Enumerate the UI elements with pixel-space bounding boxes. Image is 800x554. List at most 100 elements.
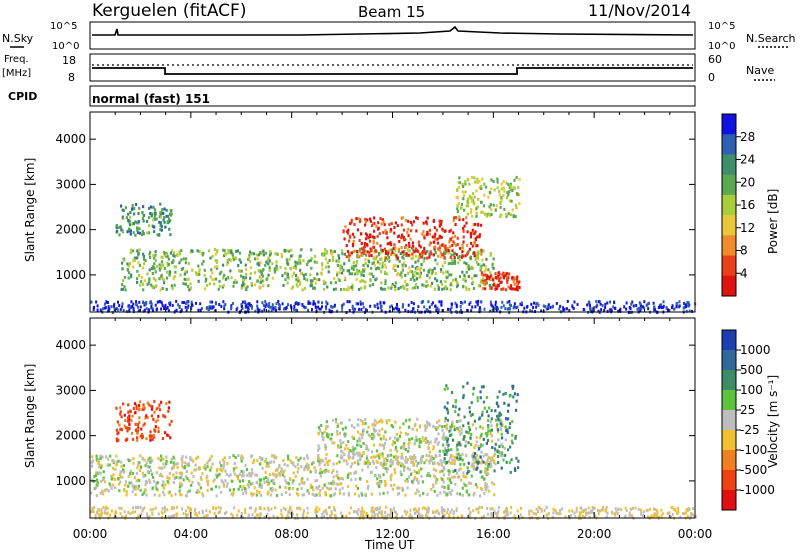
data-cell xyxy=(509,184,512,188)
data-cell xyxy=(396,461,399,465)
data-cell xyxy=(439,251,442,255)
data-cell xyxy=(347,456,351,460)
data-cell xyxy=(465,286,468,290)
data-cell xyxy=(334,487,337,491)
data-cell xyxy=(115,229,119,233)
data-cell xyxy=(498,272,501,276)
colorbar-segment xyxy=(722,430,736,451)
data-cell xyxy=(318,471,321,475)
data-cell xyxy=(134,203,138,207)
data-cell xyxy=(137,273,141,277)
data-cell xyxy=(166,220,169,224)
data-cell xyxy=(485,212,488,216)
data-cell xyxy=(649,507,652,511)
data-cell xyxy=(477,262,480,266)
data-cell xyxy=(478,235,481,239)
data-cell xyxy=(353,307,356,311)
data-cell xyxy=(496,177,499,181)
data-cell xyxy=(487,195,490,199)
data-cell xyxy=(349,222,352,226)
data-cell xyxy=(158,494,161,498)
data-cell xyxy=(373,216,376,220)
data-cell xyxy=(418,424,422,428)
data-cell xyxy=(336,425,339,429)
data-cell xyxy=(397,462,400,466)
data-cell xyxy=(124,288,127,292)
data-cell xyxy=(285,306,288,310)
data-cell xyxy=(492,180,495,184)
data-cell xyxy=(396,438,399,442)
data-cell xyxy=(371,459,374,463)
data-cell xyxy=(546,305,549,309)
data-cell xyxy=(464,180,467,184)
data-cell xyxy=(441,469,444,473)
data-cell xyxy=(423,256,426,260)
data-cell xyxy=(232,454,235,458)
data-cell xyxy=(483,282,486,286)
data-cell xyxy=(645,508,648,512)
data-cell xyxy=(450,422,454,426)
data-cell xyxy=(463,224,466,228)
data-cell xyxy=(421,232,424,236)
data-cell xyxy=(468,514,471,518)
data-cell xyxy=(128,414,131,418)
data-cell xyxy=(642,305,645,309)
data-cell xyxy=(360,273,363,277)
data-cell xyxy=(148,465,151,469)
data-cell xyxy=(417,259,420,263)
data-cell xyxy=(449,428,452,432)
data-cell xyxy=(466,471,469,475)
data-cell xyxy=(139,400,142,404)
data-cell xyxy=(271,303,274,307)
data-cell xyxy=(231,515,234,519)
data-cell xyxy=(418,469,421,473)
data-cell xyxy=(413,278,416,282)
data-cell xyxy=(258,253,261,257)
data-cell xyxy=(464,279,467,283)
data-cell xyxy=(393,225,396,229)
data-cell xyxy=(639,508,642,512)
data-cell xyxy=(406,486,409,490)
data-cell xyxy=(452,218,455,222)
data-cell xyxy=(152,224,155,228)
data-cell xyxy=(231,514,234,518)
data-cell xyxy=(360,513,363,517)
data-cell xyxy=(402,468,406,472)
data-cell xyxy=(318,463,321,467)
data-cell xyxy=(216,473,220,477)
data-cell xyxy=(438,248,441,252)
data-cell xyxy=(118,506,121,510)
data-cell xyxy=(203,268,206,272)
data-cell xyxy=(146,470,149,474)
data-cell xyxy=(364,492,367,496)
data-cell xyxy=(267,506,270,510)
data-cell xyxy=(284,507,287,511)
data-cell xyxy=(307,300,310,304)
data-cell xyxy=(614,507,617,511)
data-cell xyxy=(436,442,439,446)
data-cell xyxy=(491,456,494,460)
data-cell xyxy=(181,460,184,464)
data-cell xyxy=(336,454,339,458)
data-cell xyxy=(345,288,348,292)
data-cell xyxy=(240,459,243,463)
data-cell xyxy=(226,482,229,486)
data-cell xyxy=(376,512,379,516)
data-cell xyxy=(448,229,451,233)
data-cell xyxy=(168,270,172,274)
data-cell xyxy=(399,273,402,277)
data-cell xyxy=(238,258,241,262)
data-cell xyxy=(113,302,116,306)
data-cell xyxy=(312,488,315,492)
data-cell xyxy=(544,305,547,309)
data-cell xyxy=(113,477,116,481)
data-cell xyxy=(155,407,158,411)
data-cell xyxy=(131,304,134,308)
data-cell xyxy=(480,300,483,304)
data-cell xyxy=(465,453,468,457)
data-cell xyxy=(405,283,408,287)
data-cell xyxy=(456,204,459,208)
data-cell xyxy=(259,512,262,516)
data-cell xyxy=(319,460,322,464)
data-cell xyxy=(336,271,339,275)
